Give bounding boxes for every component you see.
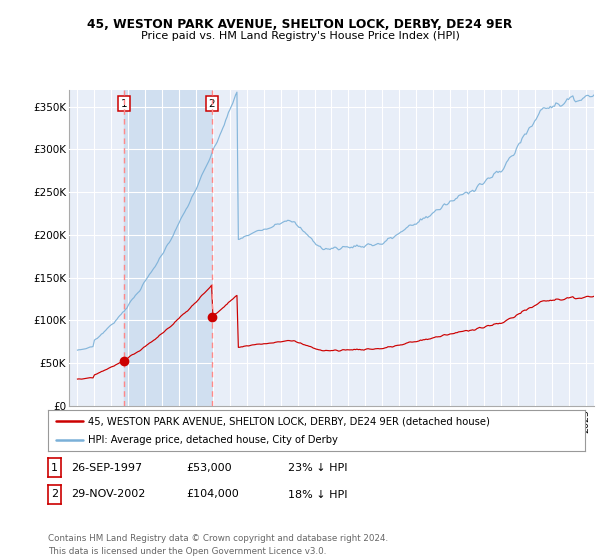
Text: 45, WESTON PARK AVENUE, SHELTON LOCK, DERBY, DE24 9ER (detached house): 45, WESTON PARK AVENUE, SHELTON LOCK, DE… bbox=[88, 417, 490, 426]
Text: 1: 1 bbox=[51, 463, 58, 473]
Text: 26-SEP-1997: 26-SEP-1997 bbox=[71, 463, 142, 473]
Text: 18% ↓ HPI: 18% ↓ HPI bbox=[288, 489, 347, 500]
Text: Price paid vs. HM Land Registry's House Price Index (HPI): Price paid vs. HM Land Registry's House … bbox=[140, 31, 460, 41]
Text: HPI: Average price, detached house, City of Derby: HPI: Average price, detached house, City… bbox=[88, 435, 338, 445]
Text: 2: 2 bbox=[208, 99, 215, 109]
Text: £104,000: £104,000 bbox=[186, 489, 239, 500]
Text: £53,000: £53,000 bbox=[186, 463, 232, 473]
Text: 23% ↓ HPI: 23% ↓ HPI bbox=[288, 463, 347, 473]
Text: 1: 1 bbox=[121, 99, 127, 109]
Text: 45, WESTON PARK AVENUE, SHELTON LOCK, DERBY, DE24 9ER: 45, WESTON PARK AVENUE, SHELTON LOCK, DE… bbox=[88, 18, 512, 31]
Text: 2: 2 bbox=[51, 489, 58, 500]
Text: Contains HM Land Registry data © Crown copyright and database right 2024.
This d: Contains HM Land Registry data © Crown c… bbox=[48, 534, 388, 556]
Bar bbox=[124, 90, 212, 406]
Text: 29-NOV-2002: 29-NOV-2002 bbox=[71, 489, 145, 500]
